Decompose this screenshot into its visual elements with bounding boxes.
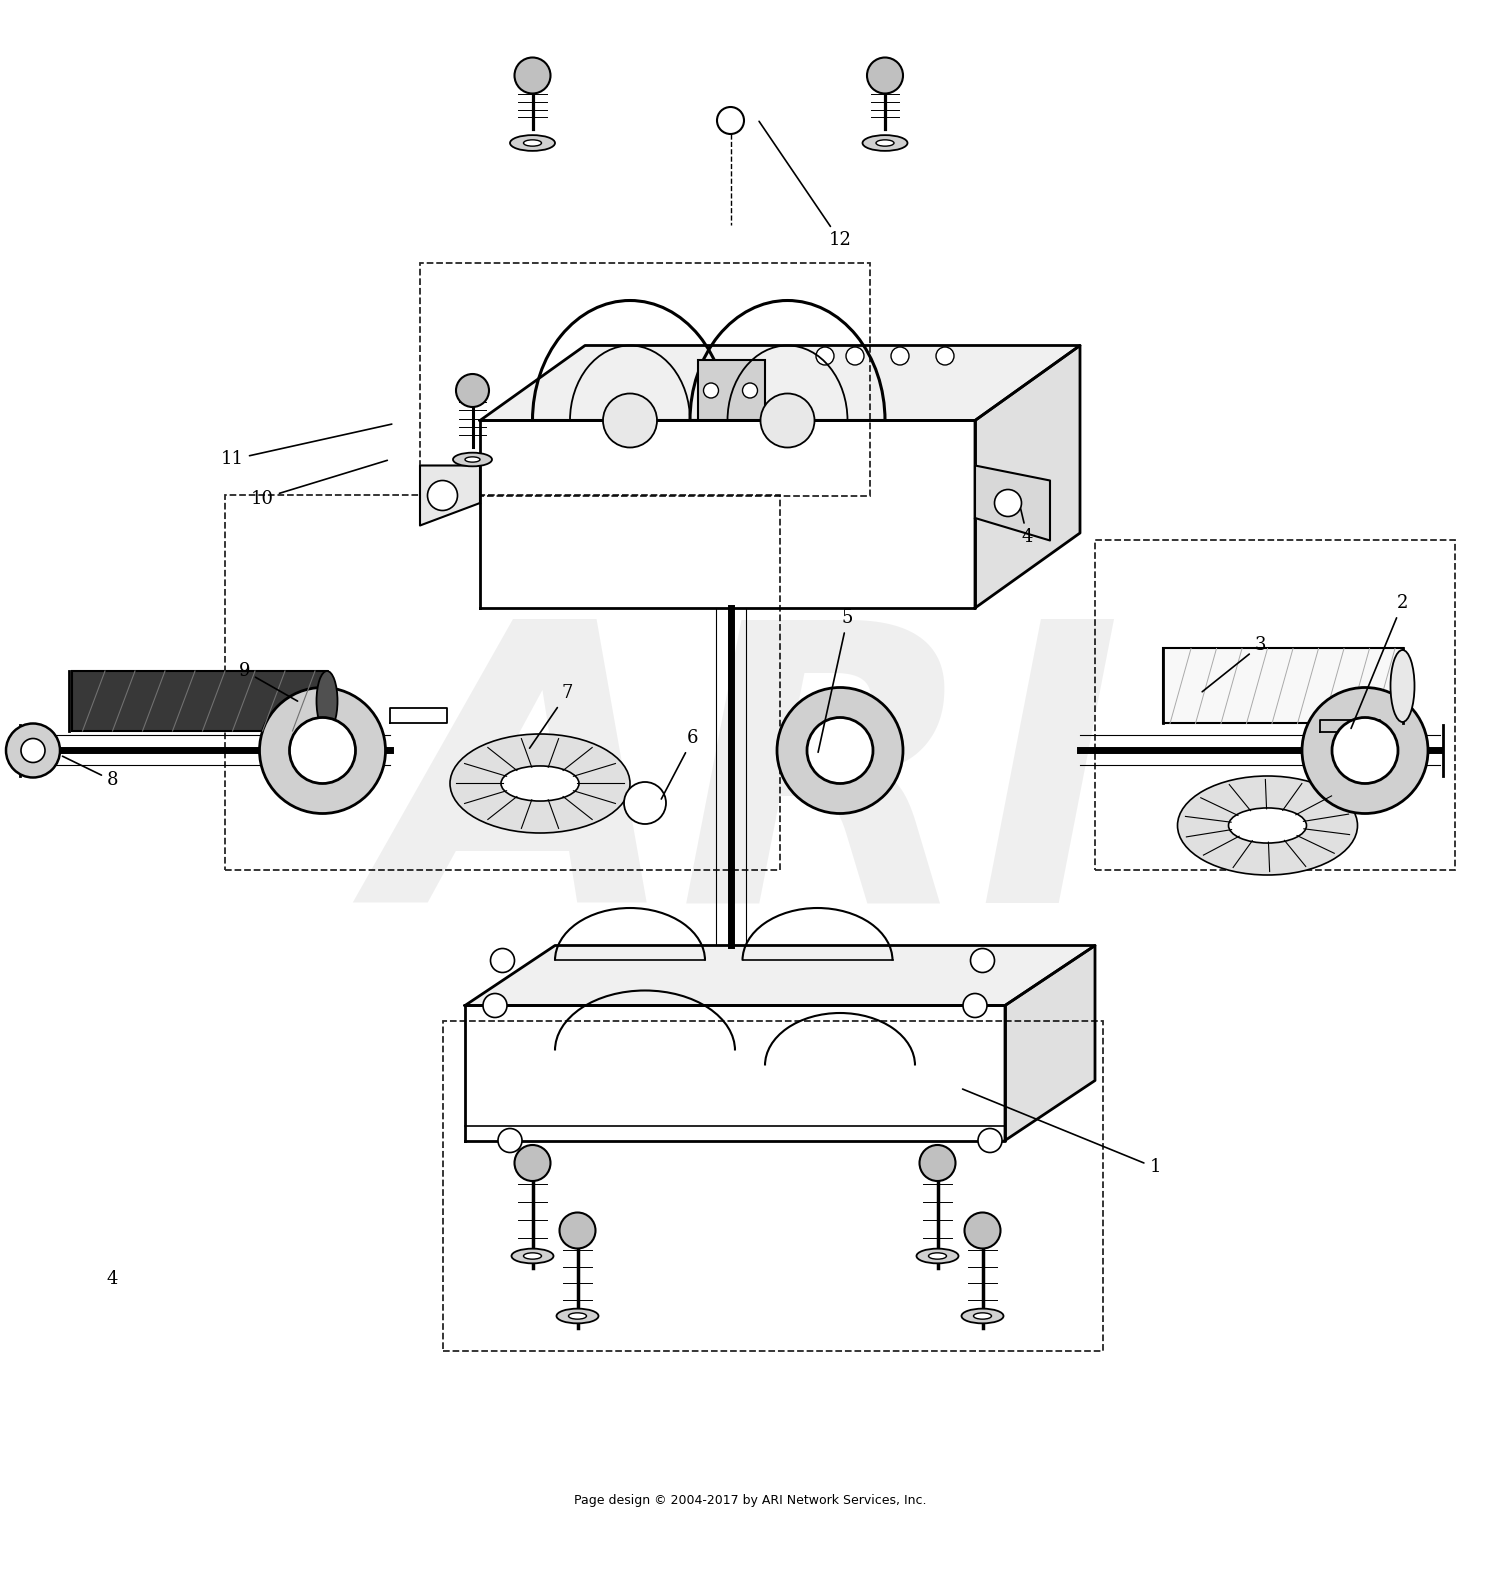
Polygon shape: [465, 1006, 1005, 1141]
Polygon shape: [1320, 721, 1380, 732]
Circle shape: [920, 1146, 956, 1181]
Circle shape: [994, 490, 1022, 517]
Ellipse shape: [512, 1249, 554, 1263]
Circle shape: [704, 383, 718, 398]
Text: 1: 1: [963, 1090, 1161, 1176]
Circle shape: [514, 57, 550, 94]
Circle shape: [970, 948, 994, 972]
Polygon shape: [1005, 945, 1095, 1141]
Ellipse shape: [962, 1309, 1004, 1324]
Text: 6: 6: [662, 730, 699, 799]
Circle shape: [777, 687, 903, 813]
Ellipse shape: [568, 1313, 586, 1319]
Polygon shape: [480, 345, 1080, 420]
Polygon shape: [465, 945, 1095, 1006]
Ellipse shape: [510, 135, 555, 151]
Circle shape: [807, 718, 873, 783]
Polygon shape: [975, 466, 1050, 541]
Ellipse shape: [501, 765, 579, 800]
Ellipse shape: [556, 1309, 598, 1324]
Circle shape: [490, 948, 514, 972]
Circle shape: [6, 724, 60, 778]
Circle shape: [260, 687, 386, 813]
Circle shape: [514, 1146, 550, 1181]
Ellipse shape: [928, 1252, 946, 1258]
Text: 3: 3: [1202, 636, 1266, 692]
Ellipse shape: [1228, 808, 1306, 843]
Ellipse shape: [974, 1313, 992, 1319]
Circle shape: [427, 480, 458, 511]
Text: 12: 12: [759, 121, 852, 250]
Ellipse shape: [524, 140, 542, 146]
Circle shape: [867, 57, 903, 94]
Circle shape: [1332, 718, 1398, 783]
Text: 2: 2: [1352, 595, 1408, 729]
Text: 4: 4: [1020, 509, 1034, 546]
Bar: [72, 671, 327, 730]
Circle shape: [846, 347, 864, 364]
Ellipse shape: [450, 733, 630, 834]
Ellipse shape: [1390, 651, 1414, 722]
Circle shape: [456, 374, 489, 407]
Polygon shape: [420, 466, 480, 525]
Bar: [1162, 649, 1402, 724]
Text: ARI: ARI: [378, 608, 1122, 983]
Circle shape: [483, 993, 507, 1018]
Circle shape: [717, 107, 744, 134]
Ellipse shape: [862, 135, 907, 151]
Circle shape: [936, 347, 954, 364]
Polygon shape: [975, 345, 1080, 608]
Circle shape: [21, 738, 45, 762]
Polygon shape: [480, 420, 975, 608]
Bar: [1095, 541, 1455, 870]
Circle shape: [560, 1212, 596, 1249]
Ellipse shape: [876, 140, 894, 146]
Bar: [225, 495, 780, 870]
Text: 7: 7: [530, 684, 573, 748]
Text: 9: 9: [238, 662, 297, 702]
Polygon shape: [390, 708, 447, 724]
Text: Page design © 2004-2017 by ARI Network Services, Inc.: Page design © 2004-2017 by ARI Network S…: [573, 1494, 926, 1507]
Ellipse shape: [453, 453, 492, 466]
Bar: [420, 263, 870, 495]
Bar: [698, 361, 765, 420]
Circle shape: [963, 993, 987, 1018]
Text: 10: 10: [251, 460, 387, 508]
Ellipse shape: [465, 457, 480, 461]
Text: 11: 11: [220, 425, 392, 468]
Circle shape: [624, 783, 666, 824]
Circle shape: [760, 393, 814, 447]
Bar: [442, 1020, 1102, 1351]
Circle shape: [978, 1128, 1002, 1152]
Ellipse shape: [916, 1249, 958, 1263]
Circle shape: [742, 383, 758, 398]
Text: 8: 8: [63, 756, 118, 789]
Circle shape: [816, 347, 834, 364]
Circle shape: [891, 347, 909, 364]
Circle shape: [1302, 687, 1428, 813]
Circle shape: [498, 1128, 522, 1152]
Ellipse shape: [1178, 776, 1358, 875]
Circle shape: [603, 393, 657, 447]
Text: 5: 5: [818, 609, 854, 753]
Ellipse shape: [316, 671, 338, 730]
Circle shape: [964, 1212, 1000, 1249]
Circle shape: [290, 718, 356, 783]
Text: 4: 4: [106, 1270, 118, 1287]
Ellipse shape: [524, 1252, 542, 1258]
